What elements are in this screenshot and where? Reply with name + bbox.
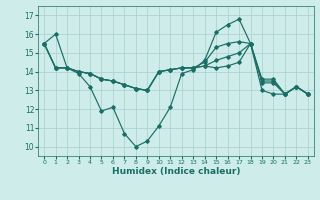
X-axis label: Humidex (Indice chaleur): Humidex (Indice chaleur) (112, 167, 240, 176)
